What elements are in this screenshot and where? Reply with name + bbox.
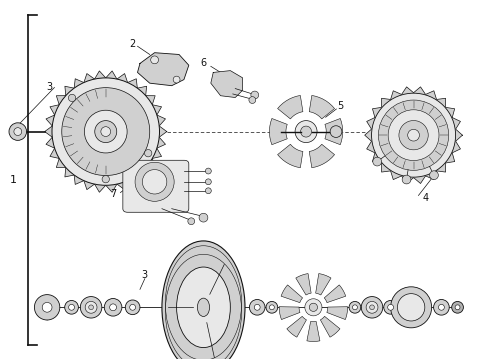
Polygon shape [279,307,300,320]
Text: 5: 5 [337,102,343,112]
Ellipse shape [104,298,122,316]
Ellipse shape [439,304,444,310]
Text: 6: 6 [200,58,206,68]
Ellipse shape [69,304,74,310]
Polygon shape [327,307,347,320]
Polygon shape [278,144,303,168]
Ellipse shape [300,126,312,137]
Ellipse shape [110,304,117,311]
Ellipse shape [295,121,317,143]
Ellipse shape [270,305,274,310]
Ellipse shape [162,241,245,360]
Ellipse shape [452,301,464,313]
Ellipse shape [69,94,76,102]
Ellipse shape [135,162,174,201]
Ellipse shape [95,121,117,143]
Ellipse shape [145,149,152,157]
Polygon shape [138,53,189,86]
Ellipse shape [85,301,97,313]
Ellipse shape [391,287,432,328]
Ellipse shape [361,297,383,318]
Text: 4: 4 [423,193,429,203]
Ellipse shape [254,304,260,310]
Polygon shape [365,87,463,184]
Ellipse shape [143,170,167,194]
Ellipse shape [89,305,94,310]
Ellipse shape [80,297,102,318]
Polygon shape [296,274,311,295]
Ellipse shape [102,176,109,183]
Ellipse shape [205,168,211,174]
Ellipse shape [101,127,111,136]
Ellipse shape [42,302,52,312]
Ellipse shape [309,303,318,311]
Polygon shape [316,274,331,295]
Ellipse shape [384,301,397,314]
Ellipse shape [378,100,449,170]
Ellipse shape [176,267,230,347]
Polygon shape [307,321,320,341]
Ellipse shape [62,87,150,176]
Ellipse shape [399,121,428,150]
Polygon shape [325,118,343,145]
Polygon shape [211,71,243,98]
Ellipse shape [84,110,127,153]
Ellipse shape [197,298,210,316]
Ellipse shape [130,304,136,310]
Polygon shape [320,316,340,337]
Ellipse shape [188,218,195,225]
Ellipse shape [352,305,357,310]
Ellipse shape [397,294,425,321]
Ellipse shape [455,305,460,310]
Ellipse shape [266,301,278,313]
Ellipse shape [409,305,414,310]
Polygon shape [309,144,335,168]
Ellipse shape [9,123,26,140]
Ellipse shape [249,300,265,315]
Ellipse shape [349,301,361,313]
Ellipse shape [205,179,211,185]
Text: 2: 2 [129,39,136,49]
Polygon shape [278,95,303,119]
Ellipse shape [388,110,439,161]
Ellipse shape [199,213,208,222]
Polygon shape [281,285,302,303]
Ellipse shape [408,129,419,141]
Ellipse shape [371,93,456,177]
Ellipse shape [151,56,159,64]
Polygon shape [45,71,167,192]
Ellipse shape [173,76,180,83]
Text: 3: 3 [142,270,148,280]
Ellipse shape [305,299,322,316]
Text: 7: 7 [110,189,116,199]
Ellipse shape [249,96,256,103]
Text: 3: 3 [47,82,52,92]
Ellipse shape [366,301,378,313]
Polygon shape [270,118,287,145]
Ellipse shape [14,128,22,135]
Polygon shape [309,95,335,119]
Ellipse shape [402,175,411,184]
Ellipse shape [373,157,382,166]
Ellipse shape [251,91,259,99]
Ellipse shape [125,300,140,315]
Ellipse shape [369,305,374,310]
Ellipse shape [205,188,211,194]
Ellipse shape [430,171,439,180]
FancyBboxPatch shape [123,160,189,212]
Polygon shape [287,316,306,337]
Polygon shape [324,285,346,303]
Ellipse shape [434,300,449,315]
Ellipse shape [34,294,60,320]
Ellipse shape [65,301,78,314]
Ellipse shape [330,126,342,138]
Ellipse shape [388,304,393,310]
Text: 1: 1 [9,175,16,185]
Ellipse shape [52,78,159,185]
